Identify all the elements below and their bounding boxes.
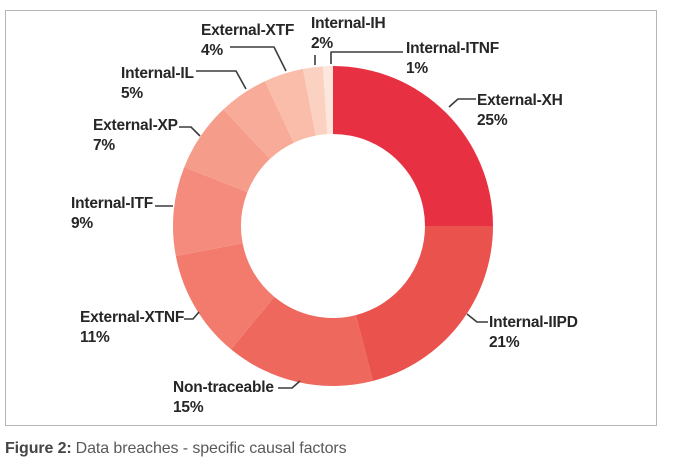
slice-label-name: Non-traceable [173, 379, 274, 396]
donut-slice-internal-iipd [355, 226, 493, 381]
slice-label-name: Internal-IIPD [489, 314, 578, 331]
figure-caption-prefix: Figure 2: [5, 440, 72, 457]
slice-label-name: Internal-ITF [71, 195, 153, 212]
leader-non-traceable [278, 380, 301, 389]
slice-label-name: External-XH [477, 92, 563, 109]
slice-label-external-xtf: External-XTF 4% [201, 21, 294, 61]
slice-label-name: Internal-IH [311, 15, 386, 32]
slice-label-percent: 15% [173, 399, 204, 416]
slice-label-percent: 4% [201, 42, 224, 59]
leader-external-xh [448, 98, 476, 108]
donut-slice-non-traceable [231, 296, 373, 386]
donut-slice-internal-itf [172, 167, 248, 256]
figure-caption: Figure 2: Data breaches - specific causal… [5, 440, 347, 458]
leader-external-xp [179, 126, 201, 137]
slice-label-percent: 7% [93, 137, 116, 154]
donut-slice-external-xtf [264, 68, 316, 143]
donut-slice-internal-ih [303, 66, 328, 136]
leader-internal-iipd [466, 313, 488, 323]
slice-label-name: Internal-ITNF [406, 40, 499, 57]
slice-label-percent: 1% [406, 60, 429, 77]
slice-label-percent: 21% [489, 334, 520, 351]
donut-slice-external-xtnf [175, 243, 275, 350]
slice-label-internal-ih: Internal-IH 2% [311, 14, 386, 54]
leader-internal-il [196, 70, 247, 90]
donut-ring [172, 66, 493, 386]
donut-slice-internal-itnf [322, 66, 333, 135]
leader-external-xtf [230, 46, 287, 72]
slice-label-internal-itnf: Internal-ITNF 1% [406, 39, 499, 79]
slice-label-internal-itf: Internal-ITF 9% [71, 194, 153, 234]
slice-label-percent: 5% [121, 85, 144, 102]
slice-label-name: External-XP [93, 117, 178, 134]
leader-lines [155, 46, 488, 389]
slice-label-non-traceable: Non-traceable 15% [173, 378, 274, 418]
slice-label-percent: 9% [71, 215, 94, 232]
slice-label-external-xh: External-XH 25% [477, 91, 563, 131]
slice-label-percent: 2% [311, 35, 334, 52]
slice-label-name: External-XTNF [80, 309, 185, 326]
slice-label-internal-il: Internal-IL 5% [121, 64, 194, 104]
slice-label-name: External-XTF [201, 22, 295, 39]
slice-label-name: Internal-IL [121, 65, 194, 82]
slice-label-external-xp: External-XP 7% [93, 116, 178, 156]
leader-internal-itnf [330, 51, 403, 64]
slice-label-external-xtnf: External-XTNF 11% [80, 308, 184, 348]
slice-label-percent: 11% [80, 329, 110, 346]
donut-slice-internal-il [223, 81, 294, 159]
slice-label-internal-iipd: Internal-IIPD 21% [489, 313, 578, 353]
slice-label-percent: 25% [477, 112, 508, 129]
donut-slice-external-xh [333, 66, 493, 226]
leader-external-xtnf [184, 311, 200, 320]
figure-caption-text: Data breaches - specific causal factors [75, 440, 347, 457]
donut-slice-external-xp [184, 109, 271, 193]
